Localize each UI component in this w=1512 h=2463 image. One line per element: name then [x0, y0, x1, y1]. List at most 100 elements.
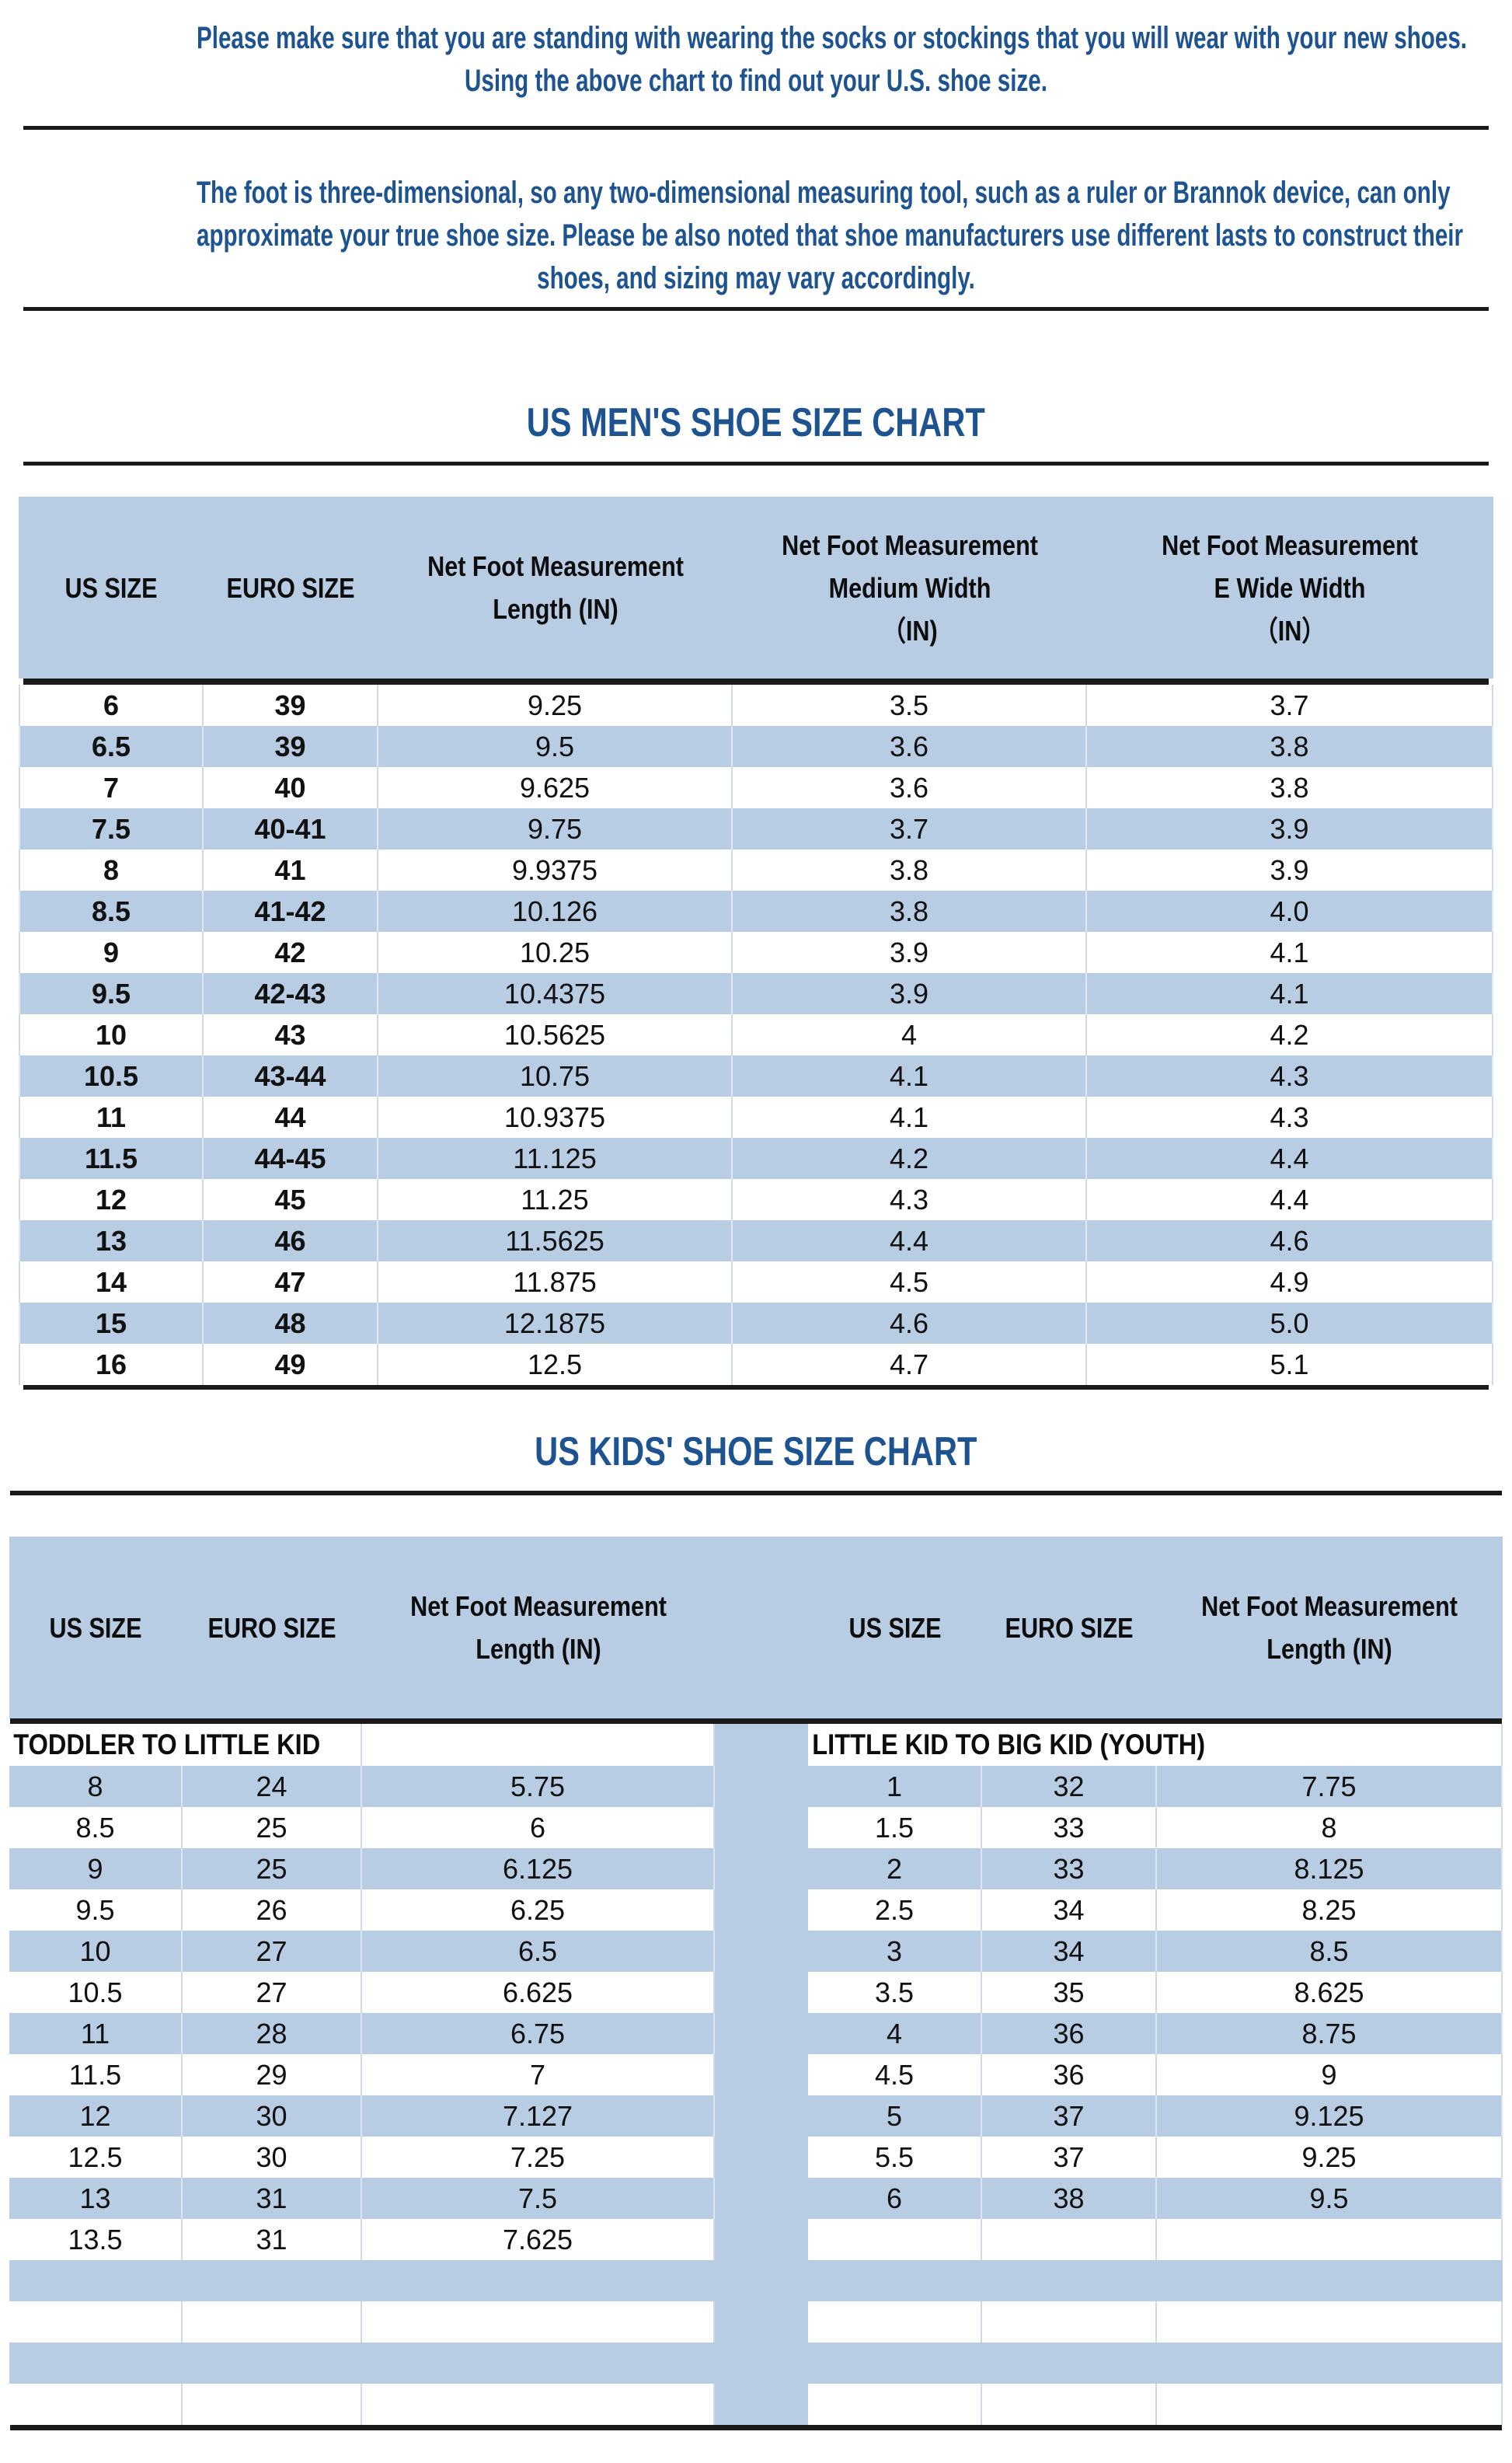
kids-left-cell: 6.625	[362, 1972, 715, 2013]
kids-right-header-us-size: US SIZE	[808, 1537, 982, 1718]
kids-center-divider	[715, 1889, 808, 1931]
mens-cell: 4.1	[733, 1055, 1087, 1097]
intro-paragraph-2-line-3: shoes, and sizing may vary accordingly.	[537, 261, 975, 295]
mens-cell: 11.5	[19, 1138, 204, 1179]
intro-paragraph-2-line-2: approximate your true shoe size. Please …	[196, 218, 1464, 253]
kids-right-cell: 9.5	[1157, 2178, 1503, 2219]
kids-left-header-length-text: Net Foot Measurement Length (IN)	[410, 1590, 667, 1665]
mens-cell: 41	[204, 849, 378, 891]
kids-left-cell: 25	[183, 1807, 362, 1848]
mens-cell: 9.625	[378, 767, 733, 808]
mens-cell: 4.0	[1087, 891, 1493, 932]
kids-left-cell: 12.5	[9, 2137, 183, 2178]
mens-header-medium-width-text: Net Foot Measurement Medium Width （IN)	[782, 529, 1038, 647]
kids-right-cell: 5	[808, 2095, 982, 2137]
kids-table-row-12: 12 30 7.127 5 37 9.125	[9, 2095, 1503, 2137]
kids-right-header-us-size-text: US SIZE	[848, 1611, 942, 1644]
mens-header-us-size: US SIZE	[19, 497, 204, 679]
mens-cell: 11.875	[378, 1261, 733, 1303]
mens-cell: 10.5	[19, 1055, 204, 1097]
mens-cell: 3.5	[733, 685, 1087, 726]
mens-header-euro-size-text: EURO SIZE	[227, 571, 355, 604]
mens-cell: 4.6	[733, 1303, 1087, 1344]
intro-paragraph-1-line-2: Using the above chart to find out your U…	[465, 64, 1047, 98]
mens-header-medium-width: Net Foot Measurement Medium Width （IN)	[733, 497, 1087, 679]
kids-center-divider	[715, 2219, 808, 2260]
kids-left-cell: 11	[9, 2013, 183, 2054]
horizontal-divider	[23, 462, 1489, 466]
mens-cell: 46	[204, 1220, 378, 1261]
mens-cell: 4.4	[1087, 1179, 1493, 1220]
kids-right-cell	[808, 2301, 982, 2343]
mens-cell: 3.7	[733, 808, 1087, 849]
kids-left-header-us-size-text: US SIZE	[49, 1611, 143, 1644]
mens-cell: 3.8	[1087, 767, 1493, 808]
kids-left-cell	[9, 2301, 183, 2343]
kids-left-cell: 6	[362, 1807, 715, 1848]
mens-cell: 4.3	[1087, 1055, 1493, 1097]
mens-cell: 14	[19, 1261, 204, 1303]
mens-table-row-us-6: 6 39 9.25 3.5 3.7	[19, 685, 1493, 726]
kids-left-cell: 6.25	[362, 1889, 715, 1931]
kids-center-divider	[715, 2301, 808, 2343]
mens-cell: 3.8	[733, 849, 1087, 891]
kids-right-header-length: Net Foot Measurement Length (IN)	[1157, 1537, 1503, 1718]
mens-cell: 6.5	[19, 726, 204, 767]
mens-table-row-us-9: 9 42 10.25 3.9 4.1	[19, 932, 1493, 973]
kids-right-cell: 9.25	[1157, 2137, 1503, 2178]
kids-left-cell: 7	[362, 2054, 715, 2095]
mens-table-row-us-8.5: 8.5 41-42 10.126 3.8 4.0	[19, 891, 1493, 932]
kids-right-cell: 37	[982, 2137, 1157, 2178]
kids-center-divider	[715, 2095, 808, 2137]
kids-left-cell: 10.5	[9, 1972, 183, 2013]
kids-right-cell	[982, 2219, 1157, 2260]
mens-cell: 9.5	[378, 726, 733, 767]
kids-left-cell: 24	[183, 1766, 362, 1807]
kids-left-cell: 8	[9, 1766, 183, 1807]
mens-header-us-size-text: US SIZE	[64, 571, 158, 604]
mens-cell: 10.4375	[378, 973, 733, 1014]
kids-left-cell: 10	[9, 1931, 183, 1972]
mens-cell: 3.7	[1087, 685, 1493, 726]
mens-cell: 6	[19, 685, 204, 726]
kids-center-divider	[715, 2137, 808, 2178]
kids-left-cell: 8.5	[9, 1807, 183, 1848]
mens-cell: 10.5625	[378, 1014, 733, 1055]
kids-right-cell: 8.625	[1157, 1972, 1503, 2013]
intro-paragraph-1-line-1: Please make sure that you are standing w…	[196, 21, 1468, 55]
kids-right-cell: 8.75	[1157, 2013, 1503, 2054]
mens-cell: 4.1	[1087, 932, 1493, 973]
kids-right-cell: 33	[982, 1848, 1157, 1889]
kids-left-header-euro-size-text: EURO SIZE	[208, 1611, 336, 1644]
mens-header-length: Net Foot Measurement Length (IN)	[378, 497, 733, 679]
mens-cell: 16	[19, 1344, 204, 1385]
mens-cell: 48	[204, 1303, 378, 1344]
kids-right-cell: 8.5	[1157, 1931, 1503, 1972]
kids-table-row-11: 11 28 6.75 4 36 8.75	[9, 2013, 1503, 2054]
kids-right-cell: 37	[982, 2095, 1157, 2137]
mens-cell: 9	[19, 932, 204, 973]
mens-cell: 39	[204, 685, 378, 726]
kids-left-cell: 31	[183, 2219, 362, 2260]
mens-cell: 11.125	[378, 1138, 733, 1179]
kids-empty-blue-band	[9, 2343, 1503, 2384]
kids-right-cell: 8	[1157, 1807, 1503, 1848]
mens-table-row-us-11: 11 44 10.9375 4.1 4.3	[19, 1097, 1493, 1138]
kids-left-cell: 9	[9, 1848, 183, 1889]
mens-cell: 12.1875	[378, 1303, 733, 1344]
mens-table-row-us-12: 12 45 11.25 4.3 4.4	[19, 1179, 1493, 1220]
kids-right-cell	[1157, 2219, 1503, 2260]
mens-cell: 4.3	[733, 1179, 1087, 1220]
mens-table-row-us-7: 7 40 9.625 3.6 3.8	[19, 767, 1493, 808]
mens-header-e-wide-width-text: Net Foot Measurement E Wide Width （IN）	[1162, 529, 1419, 647]
kids-right-cell: 35	[982, 1972, 1157, 2013]
kids-left-header-us-size: US SIZE	[9, 1537, 183, 1718]
kids-right-cell: 4.5	[808, 2054, 982, 2095]
kids-table-row-8.5: 8.5 25 6 1.5 33 8	[9, 1807, 1503, 1848]
mens-cell: 3.6	[733, 767, 1087, 808]
kids-left-header-length: Net Foot Measurement Length (IN)	[362, 1537, 715, 1718]
mens-cell: 4.3	[1087, 1097, 1493, 1138]
mens-cell: 45	[204, 1179, 378, 1220]
kids-right-cell: 34	[982, 1889, 1157, 1931]
mens-cell: 9.75	[378, 808, 733, 849]
